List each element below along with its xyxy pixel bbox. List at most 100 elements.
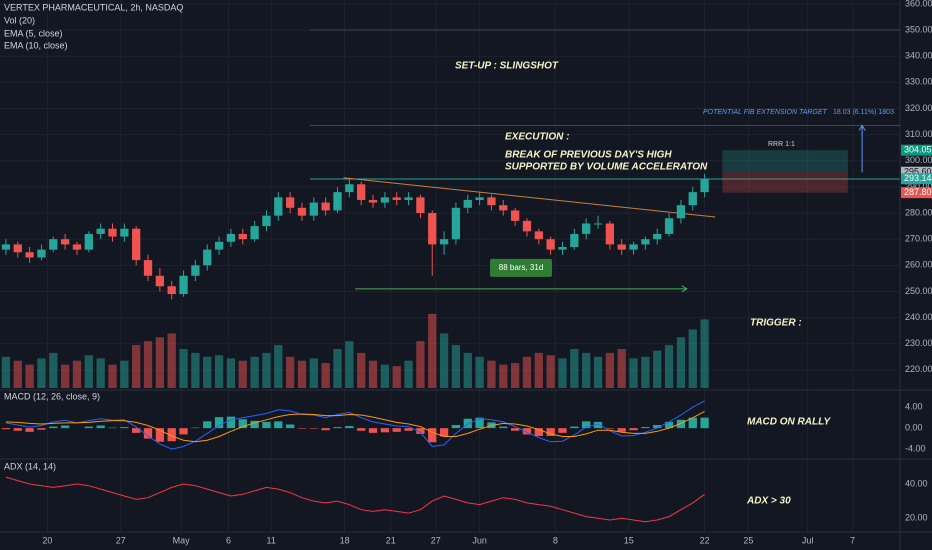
- y-tick-label: 220.00: [905, 364, 932, 374]
- volume-bar: [226, 358, 236, 388]
- candle-body: [428, 213, 437, 245]
- macd-histogram: [428, 428, 437, 443]
- volume-bar: [285, 356, 295, 388]
- indicator-label: Vol (20): [4, 15, 35, 25]
- indicator-label: ADX (14, 14): [4, 461, 56, 471]
- macd-histogram: [120, 427, 129, 429]
- candle-body: [13, 244, 22, 253]
- volume-bar: [49, 352, 58, 388]
- volume-bar: [368, 360, 378, 388]
- volume-bar: [132, 345, 141, 388]
- candle-body: [203, 249, 212, 266]
- volume-bar: [96, 358, 105, 388]
- macd-histogram: [664, 421, 674, 429]
- macd-histogram: [357, 428, 366, 431]
- arrow-head: [858, 124, 866, 131]
- macd-histogram: [333, 427, 342, 429]
- candle-body: [96, 228, 105, 234]
- candle-body: [357, 184, 366, 200]
- candle-body: [262, 215, 271, 227]
- candle-body: [487, 197, 496, 206]
- range-label: 88 bars, 31d: [499, 263, 543, 272]
- y-tick-label: 350.00: [905, 24, 932, 34]
- label-box: [490, 258, 553, 277]
- macd-histogram: [605, 428, 615, 429]
- y-tick-label: 280.00: [905, 207, 932, 217]
- candle-body: [499, 205, 508, 211]
- loss-zone: [722, 172, 848, 193]
- volume-bar: [629, 358, 638, 388]
- candle-body: [274, 197, 283, 216]
- volume-bar: [617, 349, 626, 388]
- annotation: MACD ON RALLY: [747, 417, 831, 428]
- macd-histogram: [451, 425, 461, 429]
- volume-bar: [653, 350, 662, 388]
- volume-bar: [357, 352, 366, 388]
- adx-line: [5, 476, 705, 523]
- macd-histogram: [463, 418, 472, 429]
- volume-bar: [37, 358, 46, 388]
- candle-body: [653, 233, 662, 240]
- candle-body: [617, 244, 626, 250]
- macd-histogram: [475, 417, 484, 429]
- volume-bar: [143, 341, 153, 388]
- axes: 20 27 May 6 11 18 21 27 Jun 8 15 22 25 Jul 7 220.00 230.…: [42, 0, 932, 545]
- candle-body: [120, 228, 129, 237]
- macd-histogram: [297, 428, 307, 429]
- volume-bar: [688, 329, 697, 388]
- candle-body: [238, 233, 247, 240]
- volume-bar: [179, 349, 188, 388]
- y-tick-label: -4.00: [905, 443, 926, 453]
- x-tick-label: 18: [340, 535, 350, 545]
- x-tick-label: 11: [267, 535, 276, 545]
- candle-body: [191, 265, 200, 276]
- x-tick-label: Jul: [802, 535, 814, 545]
- macd-histogram: [25, 428, 34, 432]
- annotation: TRIGGER :: [750, 318, 802, 329]
- candle-body: [108, 228, 117, 237]
- x-tick-label: 21: [386, 535, 396, 545]
- candle-body: [700, 179, 709, 193]
- volume-bar: [297, 360, 307, 388]
- price-label-box: [901, 173, 932, 185]
- macd-histogram: [368, 428, 378, 433]
- volume-bar: [321, 363, 330, 388]
- candle-body: [641, 239, 650, 245]
- macd-histogram: [617, 428, 626, 432]
- arrow-head: [681, 285, 688, 293]
- volume-bar: [546, 355, 555, 388]
- macd-histogram: [522, 428, 532, 435]
- macd-histogram: [238, 419, 247, 429]
- volume-bar: [570, 349, 579, 388]
- candle-body: [1, 244, 11, 250]
- volume-bar: [439, 333, 449, 388]
- macd-histogram: [84, 426, 93, 429]
- macd-histogram: [321, 428, 330, 431]
- volume-bar: [262, 352, 271, 388]
- macd-histogram: [570, 426, 579, 429]
- macd-histogram: [49, 426, 58, 429]
- volume-bar: [214, 355, 224, 388]
- candle-body: [404, 197, 413, 200]
- price-label-box: [901, 166, 932, 178]
- macd-histogram: [108, 427, 117, 429]
- candle-body: [463, 199, 472, 208]
- annotation: RRR 1:1: [768, 141, 795, 148]
- annotation: SUPPORTED BY VOLUME ACCELERATON: [505, 162, 708, 173]
- volume-bar: [534, 352, 543, 388]
- candle-body: [214, 241, 224, 250]
- candle-body: [510, 210, 520, 221]
- candle-body: [582, 223, 591, 234]
- macd-histogram: [214, 417, 224, 429]
- candle-body: [416, 197, 425, 214]
- volume-bar: [463, 352, 472, 388]
- candle-body: [676, 205, 686, 219]
- macd-histogram: [416, 428, 425, 434]
- x-tick-label: 25: [743, 535, 753, 545]
- candle-body: [179, 275, 188, 295]
- macd-histogram: [510, 428, 520, 431]
- volume-bar: [333, 349, 342, 388]
- volume-bar: [72, 360, 82, 388]
- x-tick-label: 7: [850, 535, 855, 545]
